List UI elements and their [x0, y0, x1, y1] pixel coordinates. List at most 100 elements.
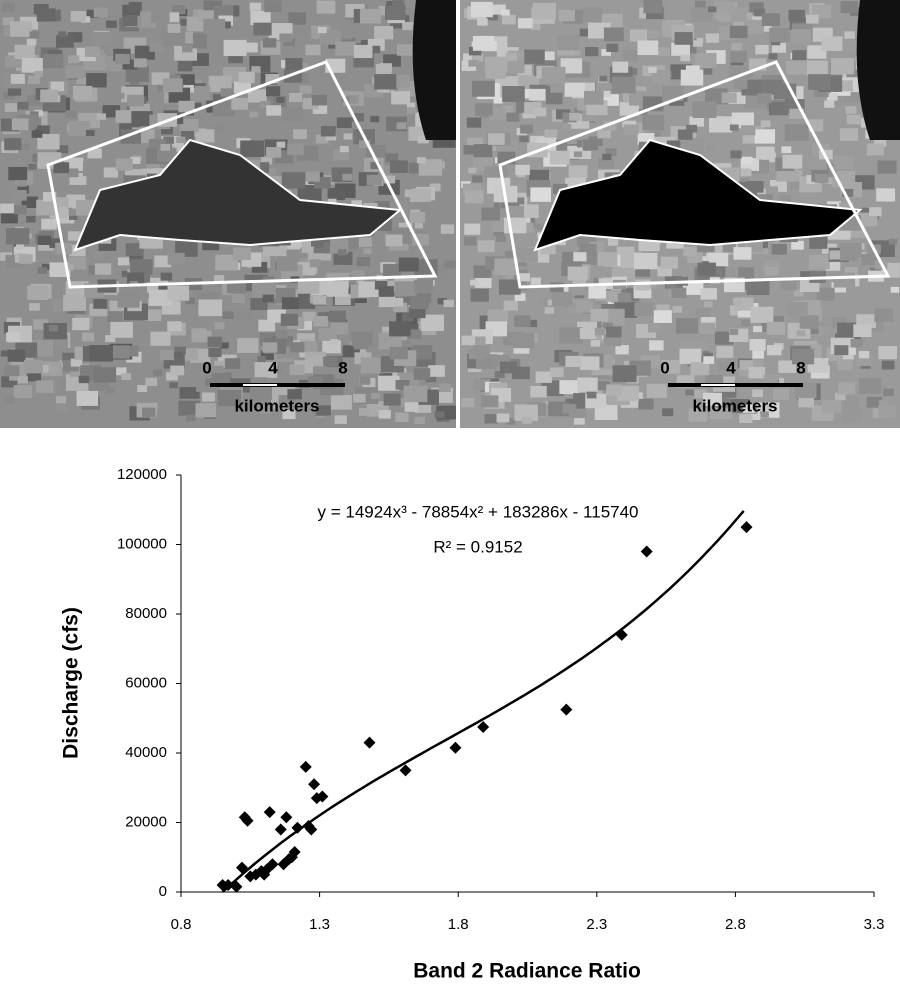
texture	[617, 293, 632, 303]
texture	[592, 316, 610, 329]
texture	[126, 351, 142, 363]
texture	[371, 392, 380, 399]
texture	[217, 389, 241, 407]
texture	[837, 359, 853, 371]
texture	[66, 168, 79, 178]
texture	[55, 396, 67, 404]
texture	[890, 286, 900, 293]
x-tick-label: 2.8	[725, 916, 746, 933]
texture	[55, 35, 74, 48]
texture	[4, 138, 22, 151]
texture	[489, 108, 507, 120]
texture	[517, 18, 533, 29]
texture	[93, 251, 104, 259]
texture	[651, 69, 671, 84]
texture	[17, 101, 29, 110]
texture	[557, 34, 580, 51]
texture	[576, 140, 588, 148]
texture	[41, 218, 57, 230]
texture	[590, 340, 601, 347]
texture	[666, 140, 681, 151]
texture	[677, 129, 693, 140]
texture	[337, 249, 347, 256]
texture	[647, 29, 660, 39]
texture	[339, 145, 349, 153]
texture	[606, 43, 619, 52]
texture	[360, 357, 384, 374]
texture	[288, 12, 307, 25]
texture	[237, 338, 259, 353]
texture	[228, 52, 243, 64]
texture	[845, 106, 857, 114]
texture	[638, 398, 654, 410]
texture	[302, 311, 316, 322]
texture	[314, 176, 331, 189]
texture	[250, 10, 271, 26]
texture	[792, 348, 815, 365]
texture	[215, 254, 238, 271]
texture	[468, 59, 479, 67]
texture	[189, 86, 211, 101]
texture	[741, 156, 753, 165]
texture	[657, 47, 670, 57]
texture	[562, 123, 572, 130]
texture	[396, 44, 414, 56]
texture	[843, 42, 857, 52]
texture	[87, 148, 102, 159]
texture	[48, 325, 59, 332]
texture	[781, 146, 792, 154]
texture	[260, 100, 271, 108]
texture	[790, 182, 801, 189]
texture	[359, 8, 382, 24]
texture	[756, 146, 775, 160]
texture	[280, 313, 299, 326]
texture	[560, 58, 583, 74]
texture	[227, 280, 246, 294]
texture	[503, 300, 519, 311]
texture	[93, 299, 108, 309]
texture	[39, 365, 51, 373]
data-point	[477, 720, 490, 733]
texture	[487, 309, 509, 324]
texture	[285, 58, 303, 71]
texture	[844, 31, 855, 39]
texture	[581, 7, 603, 23]
texture	[394, 281, 417, 297]
texture	[528, 88, 546, 101]
texture	[172, 5, 186, 15]
texture	[409, 306, 426, 319]
texture	[602, 153, 612, 161]
texture	[434, 411, 445, 419]
texture	[414, 416, 425, 425]
texture	[151, 9, 170, 23]
scale-bar	[668, 383, 803, 387]
texture	[549, 150, 570, 165]
texture	[468, 167, 477, 174]
texture	[491, 4, 506, 15]
texture	[846, 114, 861, 125]
texture	[530, 277, 541, 285]
texture	[409, 323, 419, 330]
texture	[541, 66, 566, 84]
x-tick-label: 0.8	[171, 916, 192, 933]
texture	[752, 389, 764, 398]
texture	[106, 311, 123, 323]
texture	[64, 157, 84, 171]
texture	[874, 138, 887, 147]
texture	[740, 168, 752, 177]
texture	[27, 75, 40, 84]
texture	[259, 405, 272, 414]
texture	[547, 299, 556, 306]
texture	[320, 126, 336, 137]
texture	[69, 244, 86, 257]
texture	[706, 145, 715, 152]
texture	[820, 326, 831, 334]
texture	[688, 408, 708, 422]
texture	[583, 90, 604, 105]
texture	[341, 26, 358, 38]
texture	[494, 208, 507, 217]
texture	[881, 360, 895, 370]
texture	[691, 338, 709, 351]
texture	[502, 105, 513, 114]
texture	[749, 338, 766, 351]
